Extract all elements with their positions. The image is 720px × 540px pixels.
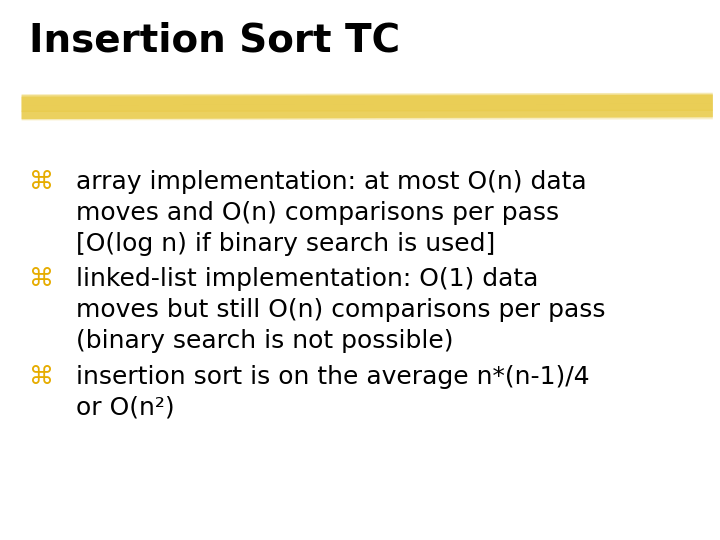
Text: [O(log n) if binary search is used]: [O(log n) if binary search is used] [76, 232, 495, 255]
Text: ⌘: ⌘ [29, 170, 54, 194]
Text: moves but still O(n) comparisons per pass: moves but still O(n) comparisons per pas… [76, 298, 605, 322]
Text: ⌘: ⌘ [29, 267, 54, 292]
Text: (binary search is not possible): (binary search is not possible) [76, 329, 453, 353]
Text: moves and O(n) comparisons per pass: moves and O(n) comparisons per pass [76, 201, 559, 225]
Text: array implementation: at most O(n) data: array implementation: at most O(n) data [76, 170, 586, 194]
Text: linked-list implementation: O(1) data: linked-list implementation: O(1) data [76, 267, 538, 292]
Text: ⌘: ⌘ [29, 364, 54, 389]
Text: Insertion Sort TC: Insertion Sort TC [29, 22, 400, 59]
Text: insertion sort is on the average n*(n-1)/4: insertion sort is on the average n*(n-1)… [76, 364, 589, 389]
Text: or O(n²): or O(n²) [76, 395, 174, 420]
